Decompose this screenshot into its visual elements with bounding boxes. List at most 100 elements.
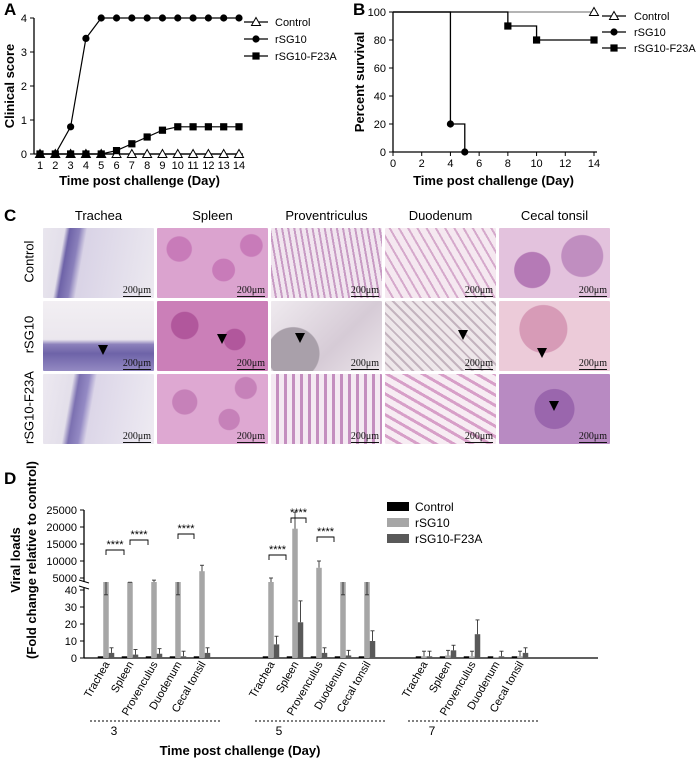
x-tick-label: 8 bbox=[144, 160, 150, 172]
y-tick-label: 0 bbox=[71, 653, 77, 665]
legend-label: Control bbox=[415, 500, 454, 514]
legend-marker bbox=[250, 16, 262, 26]
legend-marker bbox=[610, 44, 618, 52]
data-point-rSG10-F23A bbox=[36, 150, 44, 158]
y-tick-label: 20 bbox=[65, 619, 77, 631]
y-tick-label: 2 bbox=[21, 81, 27, 93]
data-point-rSG10-F23A bbox=[112, 147, 121, 155]
bar-5-Provenculus-rSG10 bbox=[316, 567, 322, 658]
tissue-label: Trachea bbox=[400, 659, 431, 700]
bar-7-Provenculus-rSG10 bbox=[469, 656, 475, 658]
scale-bar: 200μm bbox=[350, 358, 380, 370]
bar-5-Duodenum-rSG10-F23A bbox=[345, 655, 352, 658]
bar-3-Spleen-Control bbox=[121, 656, 128, 658]
data-point-rSG10 bbox=[158, 14, 167, 22]
data-point-rSG10 bbox=[67, 123, 75, 131]
bar-5-Trachea-rSG10-F23A bbox=[273, 644, 280, 658]
scale-bar: 200μm bbox=[122, 358, 152, 370]
bar-3-Duodenum-rSG10 bbox=[175, 582, 181, 658]
y-tick-label: 20000 bbox=[46, 522, 77, 534]
y-axis-title-line2: (Fold change relative to control) bbox=[24, 461, 39, 659]
data-point-Control bbox=[233, 148, 245, 158]
x-tick-label: 4 bbox=[83, 160, 89, 172]
series-line-rSG10 bbox=[40, 17, 239, 155]
legend-label: rSG10-F23A bbox=[634, 43, 696, 55]
data-point-rSG10 bbox=[128, 14, 136, 22]
y-tick-label: 40 bbox=[65, 585, 77, 597]
group-label: 7 bbox=[429, 724, 436, 738]
scale-bar: 200μm bbox=[236, 285, 266, 297]
y-tick-label: 20 bbox=[374, 119, 386, 131]
micrograph-control-cecal-tonsil: 200μm bbox=[499, 228, 610, 298]
x-tick-label: 6 bbox=[113, 160, 119, 172]
legend-label: rSG10 bbox=[634, 27, 666, 39]
panel-label-d: D bbox=[4, 469, 17, 488]
x-axis-title: Time post challenge (Day) bbox=[59, 173, 220, 188]
legend-label: rSG10 bbox=[415, 516, 450, 530]
bar-7-Cecal tonsil-rSG10-F23A bbox=[522, 652, 529, 658]
y-tick-label: 10000 bbox=[46, 556, 77, 568]
data-point-rSG10 bbox=[97, 14, 105, 22]
scale-bar: 200μm bbox=[464, 285, 494, 297]
bar-5-Trachea-rSG10 bbox=[268, 582, 274, 658]
y-tick-label: 100 bbox=[368, 7, 386, 19]
significance-bracket bbox=[316, 536, 335, 542]
data-point-rSG10-F23A bbox=[189, 123, 197, 131]
legend-label: rSG10-F23A bbox=[415, 532, 482, 546]
data-point-Control bbox=[588, 6, 600, 16]
data-point-rSG10 bbox=[174, 14, 182, 22]
bar-3-Spleen-rSG10-F23A bbox=[132, 654, 139, 658]
bar-7-Duodenum-rSG10-F23A bbox=[498, 656, 505, 658]
tissue-label: Trachea bbox=[82, 659, 113, 700]
data-point-rSG10 bbox=[204, 14, 212, 22]
data-point-rSG10-F23A bbox=[128, 140, 136, 148]
x-tick-label: 5 bbox=[98, 160, 104, 172]
bar-3-Duodenum-Control bbox=[169, 656, 176, 658]
lesion-arrowhead bbox=[549, 401, 559, 411]
y-axis-title: Percent survival bbox=[352, 32, 367, 132]
data-point-rSG10 bbox=[220, 14, 228, 22]
micrograph-control-trachea: 200μm bbox=[43, 228, 154, 298]
scale-bar: 200μm bbox=[578, 431, 608, 443]
micrograph-rsg10-f23a-proventriculus: 200μm bbox=[271, 374, 382, 444]
bar-3-Cecal tonsil-Control bbox=[193, 656, 200, 658]
bar-7-Duodenum-Control bbox=[487, 656, 494, 658]
x-tick-label: 8 bbox=[505, 158, 511, 170]
legend-marker bbox=[610, 28, 618, 36]
y-axis-title-line1: Viral loads bbox=[8, 527, 23, 593]
lesion-arrowhead bbox=[98, 345, 108, 355]
micrograph-rsg10-spleen: 200μm bbox=[157, 301, 268, 371]
x-tick-label: 14 bbox=[233, 160, 245, 172]
bar-7-Trachea-rSG10-F23A bbox=[426, 656, 433, 658]
significance-bracket bbox=[105, 549, 125, 555]
significance-bracket bbox=[177, 533, 195, 539]
legend-marker bbox=[252, 52, 260, 60]
micrograph-rsg10-trachea: 200μm bbox=[43, 301, 154, 371]
bar-3-Trachea-rSG10 bbox=[103, 582, 109, 658]
significance-bracket bbox=[129, 539, 149, 545]
bar-7-Cecal tonsil-rSG10 bbox=[517, 656, 523, 658]
data-point-rSG10-F23A bbox=[158, 126, 167, 134]
bar-3-Provenculus-rSG10-F23A bbox=[156, 653, 163, 658]
scale-bar: 200μm bbox=[578, 285, 608, 297]
micrograph-rsg10-f23a-spleen: 200μm bbox=[157, 374, 268, 444]
x-tick-label: 14 bbox=[588, 158, 600, 170]
scale-bar: 200μm bbox=[350, 285, 380, 297]
data-point-rSG10 bbox=[112, 14, 121, 22]
scale-bar: 200μm bbox=[464, 358, 494, 370]
x-tick-label: 9 bbox=[159, 160, 165, 172]
y-tick-label: 25000 bbox=[46, 505, 77, 517]
data-point-rSG10 bbox=[143, 14, 151, 22]
micrograph-rsg10-f23a-cecal-tonsil: 200μm bbox=[499, 374, 610, 444]
micrograph-control-duodenum: 200μm bbox=[385, 228, 496, 298]
bar-7-Spleen-rSG10 bbox=[445, 655, 451, 658]
legend-label: rSG10-F23A bbox=[275, 51, 337, 63]
bar-5-Spleen-rSG10-F23A bbox=[297, 622, 304, 658]
bar-7-Provenculus-Control bbox=[463, 656, 470, 658]
x-tick-label: 1 bbox=[37, 160, 43, 172]
bar-7-Spleen-Control bbox=[439, 656, 446, 658]
x-tick-label: 6 bbox=[476, 158, 482, 170]
y-tick-label: 40 bbox=[374, 91, 386, 103]
group-label: 3 bbox=[111, 724, 118, 738]
y-axis-title: Clinical score bbox=[2, 44, 17, 129]
